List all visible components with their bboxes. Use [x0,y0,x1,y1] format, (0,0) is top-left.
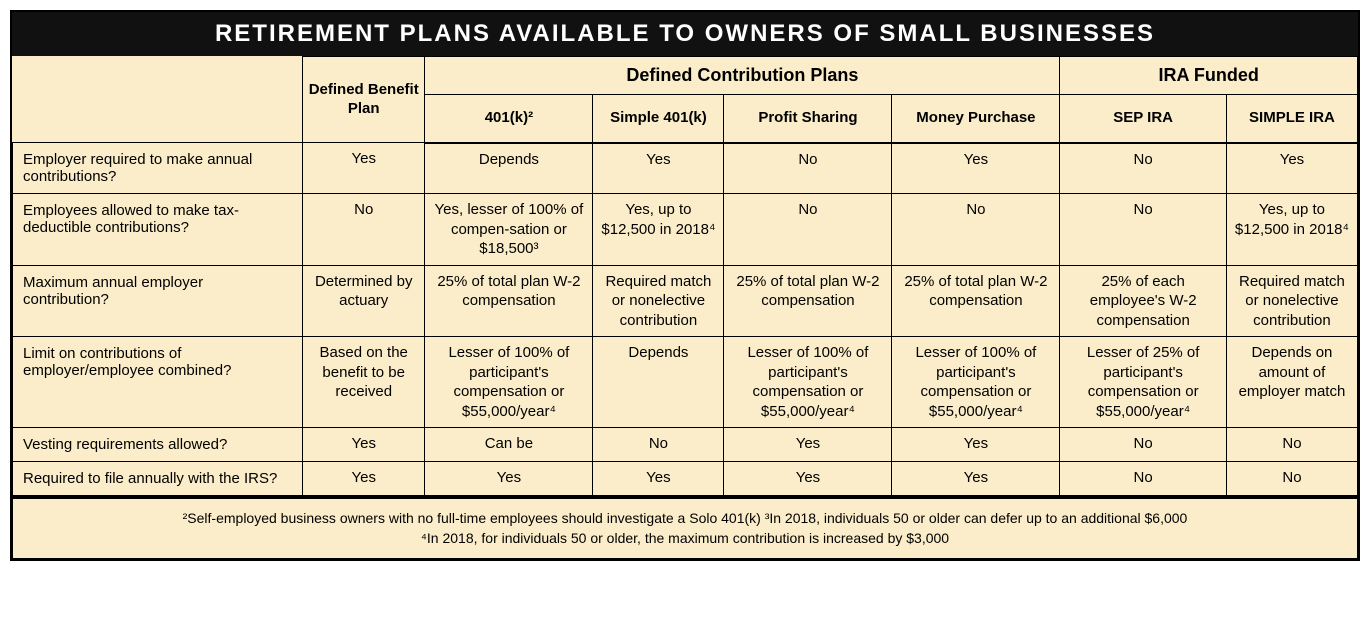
table-cell: Yes [425,462,593,497]
table-cell: Yes [593,462,724,497]
col-group-ira-funded: IRA Funded [1060,57,1358,95]
table-row: Limit on contributions of employer/emplo… [13,337,1358,428]
table-cell: 25% of total plan W-2 compensation [892,265,1060,337]
table-cell: Required match or nonelective contributi… [593,265,724,337]
col-money-purchase: Money Purchase [892,95,1060,143]
table-cell: No [724,194,892,266]
table-cell: Lesser of 100% of participant's compensa… [892,337,1060,428]
table-cell: Yes, up to $12,500 in 2018⁴ [1226,194,1357,266]
table-row: Employer required to make annual contrib… [13,143,1358,194]
table-cell: Yes [303,143,425,194]
row-label: Vesting requirements allowed? [13,428,303,462]
table-cell: Yes [724,462,892,497]
table-cell: No [1226,462,1357,497]
col-simple-401k: Simple 401(k) [593,95,724,143]
table-cell: 25% of each employee's W-2 compensation [1060,265,1227,337]
row-label: Employees allowed to make tax-deductible… [13,194,303,266]
footnote-line: ²Self-employed business owners with no f… [25,509,1345,529]
table-cell: Determined by actuary [303,265,425,337]
table-cell: Yes [593,143,724,194]
corner-blank [13,57,303,143]
table-body: Employer required to make annual contrib… [13,143,1358,497]
col-group-defined-contribution: Defined Contribution Plans [425,57,1060,95]
table-cell: 25% of total plan W-2 compensation [425,265,593,337]
table-row: Maximum annual employer contribution?Det… [13,265,1358,337]
table-cell: Lesser of 25% of participant's compensat… [1060,337,1227,428]
table-cell: Lesser of 100% of participant's compensa… [724,337,892,428]
footnote-line: ⁴In 2018, for individuals 50 or older, t… [25,529,1345,549]
table-cell: No [724,143,892,194]
table-cell: No [1060,428,1227,462]
col-group-defined-benefit: Defined Benefit Plan [303,57,425,143]
col-sep-ira: SEP IRA [1060,95,1227,143]
table-cell: Based on the benefit to be received [303,337,425,428]
table-cell: No [1060,143,1227,194]
table-cell: Yes, lesser of 100% of compen-sation or … [425,194,593,266]
table-cell: Depends [593,337,724,428]
table-row: Employees allowed to make tax-deductible… [13,194,1358,266]
col-simple-ira: SIMPLE IRA [1226,95,1357,143]
table-cell: No [303,194,425,266]
footnotes: ²Self-employed business owners with no f… [12,497,1358,559]
table-cell: Yes [1226,143,1357,194]
row-label: Required to file annually with the IRS? [13,462,303,497]
table-cell: Yes [892,428,1060,462]
row-label: Maximum annual employer contribution? [13,265,303,337]
table-cell: Can be [425,428,593,462]
table-row: Required to file annually with the IRS?Y… [13,462,1358,497]
table-cell: Yes, up to $12,500 in 2018⁴ [593,194,724,266]
table-cell: Depends [425,143,593,194]
table-cell: No [1226,428,1357,462]
table-cell: Yes [303,428,425,462]
table-cell: 25% of total plan W-2 compensation [724,265,892,337]
col-profit-sharing: Profit Sharing [724,95,892,143]
table-cell: Yes [892,143,1060,194]
table-cell: No [1060,194,1227,266]
col-401k: 401(k)² [425,95,593,143]
table-cell: No [892,194,1060,266]
table-title: RETIREMENT PLANS AVAILABLE TO OWNERS OF … [12,12,1358,56]
row-label: Limit on contributions of employer/emplo… [13,337,303,428]
table-cell: Yes [892,462,1060,497]
retirement-plans-table: Defined Benefit Plan Defined Contributio… [12,56,1358,497]
retirement-plans-table-container: RETIREMENT PLANS AVAILABLE TO OWNERS OF … [10,10,1360,561]
table-cell: Lesser of 100% of participant's compensa… [425,337,593,428]
table-cell: Required match or nonelective contributi… [1226,265,1357,337]
row-label: Employer required to make annual contrib… [13,143,303,194]
table-cell: No [1060,462,1227,497]
table-cell: Depends on amount of employer match [1226,337,1357,428]
table-cell: No [593,428,724,462]
table-row: Vesting requirements allowed?YesCan beNo… [13,428,1358,462]
table-cell: Yes [724,428,892,462]
table-cell: Yes [303,462,425,497]
